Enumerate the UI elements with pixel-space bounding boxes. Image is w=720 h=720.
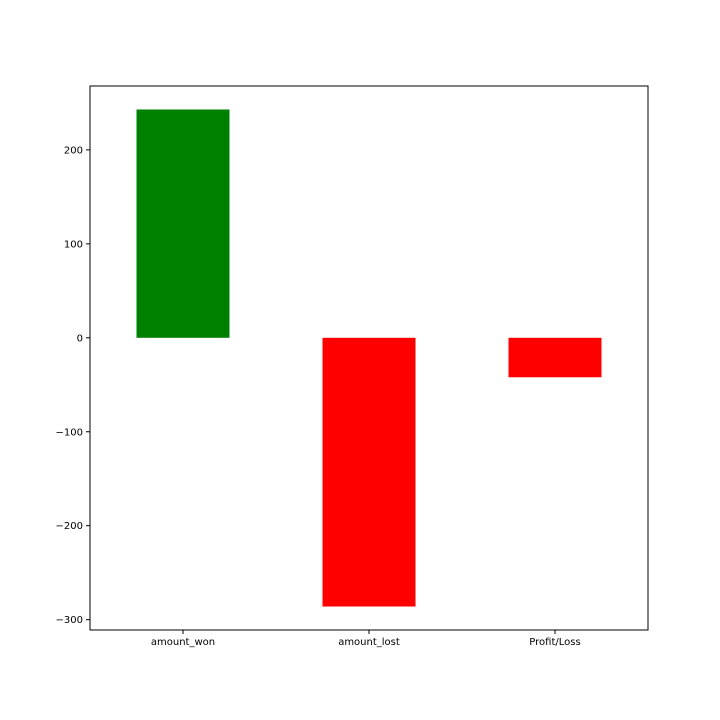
x-tick-label: Profit/Loss	[529, 637, 580, 648]
y-axis: 200 100 0 −100 −200 −300	[56, 145, 90, 626]
y-tick-label: 100	[64, 239, 83, 250]
plot-frame	[89, 85, 649, 631]
x-axis: amount_won amount_lost Profit/Loss	[151, 630, 581, 648]
y-tick-label: −200	[56, 521, 83, 532]
bar-amount-won	[136, 109, 230, 338]
bar-profit-loss	[508, 337, 602, 378]
x-tick-label: amount_won	[151, 637, 215, 648]
y-tick-label: −300	[56, 615, 83, 626]
y-tick-label: 200	[64, 145, 83, 156]
y-tick-label: −100	[56, 427, 83, 438]
y-tick-label: 0	[77, 333, 83, 344]
bar-amount-lost	[322, 337, 416, 607]
bars-group	[136, 109, 602, 607]
x-tick-label: amount_lost	[338, 637, 400, 648]
